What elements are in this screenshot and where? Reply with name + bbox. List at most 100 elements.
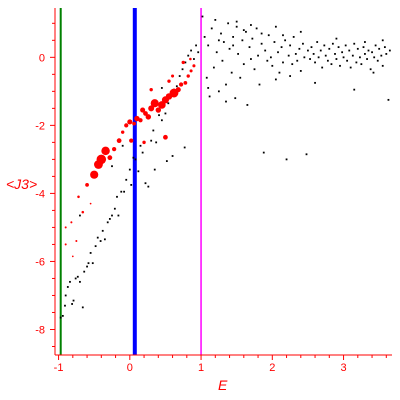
large-data-point <box>143 111 148 116</box>
small-data-point <box>225 83 227 86</box>
x-tick-label: 1 <box>198 362 204 374</box>
small-data-point <box>317 56 320 59</box>
small-data-point <box>253 68 256 71</box>
small-data-point <box>374 44 377 47</box>
small-data-point <box>66 286 69 288</box>
small-data-point <box>160 87 163 89</box>
small-data-point <box>331 42 334 45</box>
small-data-point <box>346 59 349 62</box>
small-data-point <box>144 182 147 185</box>
small-data-point <box>94 245 97 248</box>
large-data-point <box>189 57 192 61</box>
small-data-point <box>349 66 352 69</box>
small-data-point <box>250 58 252 60</box>
small-data-point <box>260 32 263 35</box>
small-data-point <box>339 64 341 67</box>
small-data-point <box>380 54 383 57</box>
small-data-point <box>221 59 224 62</box>
small-data-point <box>193 58 195 60</box>
small-data-point <box>260 42 263 45</box>
small-data-point <box>351 54 354 57</box>
y-tick-label: -2 <box>35 120 45 132</box>
small-data-point <box>113 207 116 210</box>
small-data-point <box>137 170 140 173</box>
large-data-point <box>150 99 159 108</box>
small-data-point <box>235 25 238 28</box>
large-data-point <box>112 147 117 152</box>
small-data-point <box>96 236 99 239</box>
large-data-point <box>77 195 80 199</box>
small-data-point <box>76 275 79 278</box>
y-tick-label: -4 <box>35 188 45 200</box>
small-data-point <box>158 114 160 117</box>
small-data-point <box>220 32 222 35</box>
small-data-point <box>383 46 386 49</box>
small-data-point <box>387 98 390 101</box>
small-data-point <box>217 90 220 93</box>
small-data-point <box>344 44 347 47</box>
small-data-point <box>292 36 295 38</box>
large-data-point <box>85 183 89 187</box>
small-data-point <box>381 64 384 67</box>
small-data-point <box>230 71 233 74</box>
small-data-point <box>360 63 363 66</box>
large-data-point <box>158 101 166 109</box>
small-data-point <box>284 39 287 42</box>
small-data-point <box>348 49 351 52</box>
x-tick-label: -1 <box>54 362 64 374</box>
large-data-point <box>155 107 162 113</box>
large-data-point <box>167 79 171 83</box>
small-data-point <box>195 44 197 47</box>
small-data-point <box>316 41 319 43</box>
small-data-point <box>362 46 365 49</box>
small-data-point <box>277 51 279 54</box>
small-data-point <box>296 59 299 62</box>
large-data-point <box>175 87 181 93</box>
x-tick-label: 2 <box>269 362 275 374</box>
y-tick-label: 0 <box>39 52 45 64</box>
large-data-point <box>134 115 140 122</box>
small-data-point <box>128 168 131 171</box>
small-data-point <box>215 51 218 54</box>
x-tick-label: 3 <box>340 362 346 374</box>
small-data-point <box>210 27 213 30</box>
small-data-point <box>298 47 301 50</box>
small-data-point <box>364 53 366 55</box>
small-data-point <box>388 49 391 52</box>
small-data-point <box>369 68 372 71</box>
axes: 0 -2 -4 -6 -8 -1 0 1 2 3 <box>35 8 392 374</box>
small-data-point <box>324 54 327 57</box>
small-data-point <box>227 22 230 25</box>
large-data-point <box>186 74 190 78</box>
small-data-point <box>237 53 240 55</box>
small-data-point <box>178 75 181 77</box>
small-data-point <box>139 144 142 147</box>
small-data-point <box>299 30 302 33</box>
large-data-point <box>81 210 85 214</box>
small-data-point <box>64 304 66 307</box>
small-data-point <box>79 214 81 217</box>
small-data-point <box>106 221 109 224</box>
small-data-point <box>239 76 242 79</box>
small-data-point <box>212 66 215 69</box>
small-data-point <box>103 238 106 241</box>
small-data-point <box>207 87 210 89</box>
large-data-point <box>149 87 153 92</box>
large-data-point <box>71 255 74 258</box>
small-data-point <box>353 88 356 91</box>
small-data-point <box>264 49 267 52</box>
small-data-point <box>232 44 235 47</box>
small-data-point <box>184 61 187 64</box>
small-data-point <box>141 151 144 154</box>
large-data-point <box>189 69 193 73</box>
small-data-point <box>271 64 274 67</box>
small-data-point <box>121 144 124 147</box>
large-data-point <box>124 123 129 128</box>
small-data-point <box>257 54 259 57</box>
small-data-point <box>235 20 238 23</box>
large-data-point <box>64 243 67 246</box>
small-data-point <box>147 185 150 188</box>
small-data-point <box>74 277 77 280</box>
small-data-point <box>319 49 322 52</box>
small-data-point <box>99 240 102 242</box>
